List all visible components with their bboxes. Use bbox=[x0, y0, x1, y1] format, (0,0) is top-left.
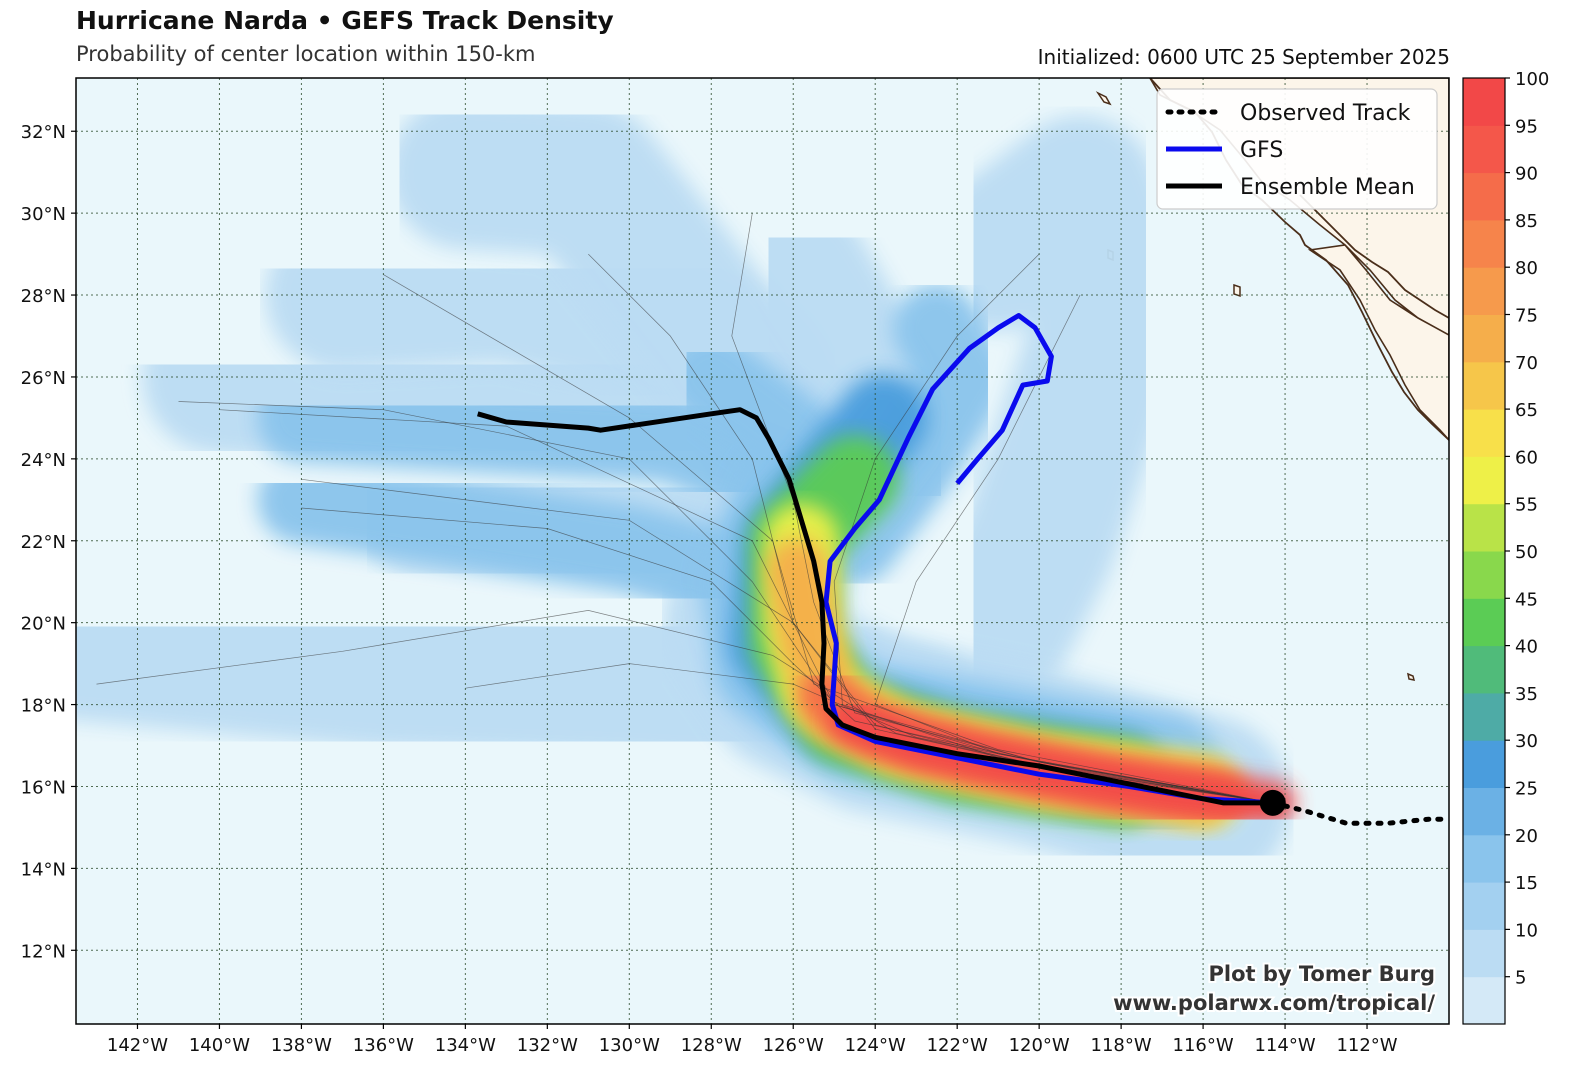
colorbar-tick-label: 60 bbox=[1515, 447, 1538, 468]
colorbar-tick-label: 80 bbox=[1515, 258, 1538, 279]
axis-ticks: 12°N 14°N 16°N 18°N 20°N 22°N 24°N 26°N 28°N 30°N… bbox=[21, 122, 1398, 1056]
island-4 bbox=[1406, 672, 1416, 681]
colorbar-tick-label: 35 bbox=[1515, 684, 1538, 705]
colorbar-segment bbox=[1463, 551, 1505, 599]
colorbar-tick-label: 100 bbox=[1515, 69, 1549, 90]
island-1 bbox=[1095, 91, 1112, 106]
credit-line-2: www.polarwx.com/tropical/ bbox=[1113, 991, 1435, 1015]
colorbar-segment bbox=[1463, 882, 1505, 930]
lon-tick-label: 122°W bbox=[927, 1035, 988, 1056]
lat-tick-label: 30°N bbox=[21, 204, 66, 225]
colorbar-segment bbox=[1463, 976, 1505, 1025]
gulf-coastline bbox=[1299, 194, 1449, 319]
colorbar-segment bbox=[1463, 456, 1505, 505]
gfs-track-line bbox=[823, 313, 1273, 806]
lon-tick-label: 138°W bbox=[271, 1035, 332, 1056]
colorbar-segment bbox=[1463, 267, 1505, 315]
density-swath-9 bbox=[257, 455, 797, 626]
colorbar-tick-label: 20 bbox=[1515, 826, 1538, 847]
colorbar-segment bbox=[1463, 787, 1505, 836]
colorbar-segment bbox=[1463, 598, 1505, 647]
colorbar-segment bbox=[1463, 314, 1505, 363]
colorbar-tick-label: 95 bbox=[1515, 116, 1538, 137]
credit-line-1: Plot by Tomer Burg bbox=[1209, 962, 1436, 986]
density-swath-5 bbox=[921, 115, 1199, 700]
gridlines bbox=[76, 78, 1449, 1024]
colorbar-segment bbox=[1463, 740, 1505, 788]
colorbar-tick-label: 30 bbox=[1515, 731, 1538, 752]
lat-tick-label: 12°N bbox=[21, 941, 66, 962]
colorbar-tick-label: 15 bbox=[1515, 873, 1538, 894]
colorbar-tick-label: 45 bbox=[1515, 589, 1538, 610]
lat-tick-label: 20°N bbox=[21, 614, 66, 635]
colorbar-segment bbox=[1463, 834, 1505, 883]
colorbar-tick-label: 40 bbox=[1515, 637, 1538, 658]
legend-ensemble-label: Ensemble Mean bbox=[1240, 175, 1415, 200]
lon-tick-label: 114°W bbox=[1254, 1035, 1315, 1056]
lat-tick-label: 24°N bbox=[21, 450, 66, 471]
lat-tick-label: 26°N bbox=[21, 368, 66, 389]
lat-tick-label: 22°N bbox=[21, 532, 66, 553]
lon-tick-label: 112°W bbox=[1336, 1035, 1397, 1056]
colorbar-tick-label: 75 bbox=[1515, 306, 1538, 327]
colorbar-segment bbox=[1463, 361, 1505, 410]
lon-tick-label: 118°W bbox=[1091, 1035, 1152, 1056]
lat-tick-label: 18°N bbox=[21, 696, 66, 717]
member-track-9 bbox=[383, 274, 1273, 804]
observed-track-line bbox=[1270, 800, 1449, 826]
island-3 bbox=[1233, 283, 1241, 298]
ensemble-mean-track-line bbox=[477, 407, 1273, 806]
lon-tick-label: 116°W bbox=[1173, 1035, 1234, 1056]
colorbar-tick-label: 55 bbox=[1515, 495, 1538, 516]
colorbar-segment bbox=[1463, 172, 1505, 221]
init-time: Initialized: 0600 UTC 25 September 2025 bbox=[1037, 45, 1450, 69]
colorbar-segment bbox=[1463, 125, 1505, 174]
colorbar-tick-label: 90 bbox=[1515, 164, 1538, 185]
lat-tick-label: 14°N bbox=[21, 859, 66, 880]
map-subtitle: Probability of center location within 15… bbox=[76, 42, 536, 66]
colorbar-segment bbox=[1463, 409, 1505, 457]
current-position-marker bbox=[1259, 789, 1286, 816]
colorbar-segment bbox=[1463, 929, 1505, 978]
colorbar-tick-label: 5 bbox=[1515, 968, 1526, 989]
lon-tick-label: 128°W bbox=[681, 1035, 742, 1056]
colorbar-segment bbox=[1463, 219, 1505, 268]
legend: Observed Track GFS Ensemble Mean bbox=[1156, 88, 1438, 210]
lat-tick-label: 28°N bbox=[21, 286, 66, 307]
legend-observed-label: Observed Track bbox=[1240, 101, 1411, 126]
density-swath-18 bbox=[828, 699, 1295, 825]
lon-tick-label: 132°W bbox=[517, 1035, 578, 1056]
colorbar-tick-label: 10 bbox=[1515, 920, 1538, 941]
colorbar-segment bbox=[1463, 645, 1505, 694]
colorbar-tick-label: 25 bbox=[1515, 779, 1538, 800]
colorbar-tick-label: 85 bbox=[1515, 211, 1538, 232]
colorbar: 5 10 15 20 25 30 35 40 45 50 55 60 65 70 75 80 85 90 95 100 bbox=[1462, 69, 1549, 1025]
lon-tick-label: 126°W bbox=[763, 1035, 824, 1056]
lat-tick-label: 32°N bbox=[21, 122, 66, 143]
colorbar-tick-label: 65 bbox=[1515, 400, 1538, 421]
lon-tick-label: 142°W bbox=[107, 1035, 168, 1056]
colorbar-tick-label: 70 bbox=[1515, 353, 1538, 374]
colorbar-segment bbox=[1463, 503, 1505, 552]
lon-tick-label: 124°W bbox=[845, 1035, 906, 1056]
legend-gfs-label: GFS bbox=[1240, 138, 1283, 163]
lon-tick-label: 136°W bbox=[353, 1035, 414, 1056]
lat-tick-label: 16°N bbox=[21, 777, 66, 798]
colorbar-tick-label: 50 bbox=[1515, 542, 1538, 563]
lon-tick-label: 134°W bbox=[435, 1035, 496, 1056]
colorbar-segment bbox=[1463, 78, 1505, 126]
lon-tick-label: 130°W bbox=[599, 1035, 660, 1056]
member-track-6 bbox=[874, 294, 1273, 804]
map-frame bbox=[75, 77, 1450, 1025]
member-track-7 bbox=[465, 663, 1273, 804]
colorbar-segment bbox=[1463, 692, 1505, 741]
map-title: Hurricane Narda • GEFS Track Density bbox=[76, 6, 614, 35]
lon-tick-label: 120°W bbox=[1009, 1035, 1070, 1056]
lon-tick-label: 140°W bbox=[189, 1035, 250, 1056]
